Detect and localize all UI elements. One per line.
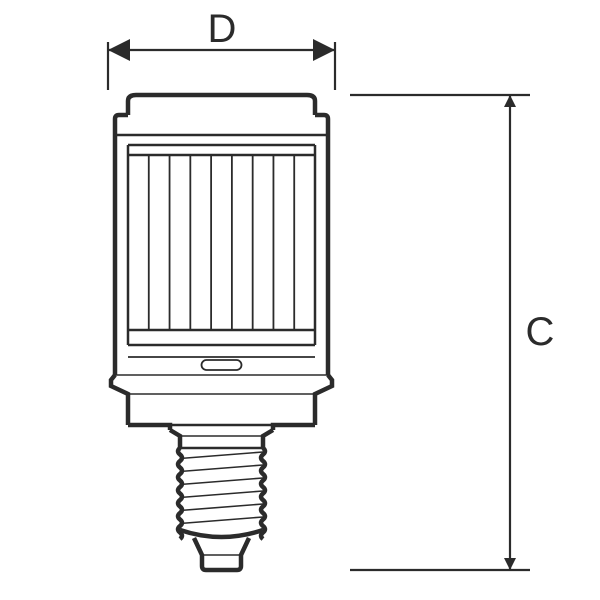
- dimension-label-d: D: [208, 7, 237, 51]
- lamp-dimension-diagram: DC: [0, 0, 600, 600]
- dimension-label-c: C: [526, 310, 555, 354]
